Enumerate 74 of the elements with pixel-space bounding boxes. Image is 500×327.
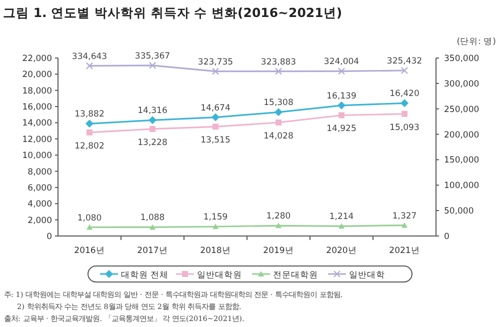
- y2-tick-label: 150,000: [444, 156, 480, 166]
- data-label: 335,367: [134, 51, 170, 62]
- point: [338, 223, 344, 229]
- y-tick-label: 22,000: [22, 54, 52, 64]
- point: [400, 99, 408, 108]
- x-tick-label: 2017년: [137, 246, 168, 256]
- data-label: 12,802: [74, 141, 104, 152]
- y2-tick-label: 300,000: [444, 79, 480, 90]
- x-tick-label: 2019년: [263, 246, 294, 256]
- data-label: 15,093: [390, 122, 420, 133]
- point: [402, 222, 408, 228]
- point: [86, 129, 92, 136]
- data-label: 325,432: [386, 56, 422, 66]
- y-tick-label: 10,000: [22, 151, 52, 162]
- legend-label: 전문대학원: [273, 270, 318, 280]
- point: [86, 224, 92, 230]
- legend-label: 일반대학: [349, 270, 385, 280]
- x-tick-label: 2021년: [389, 246, 420, 256]
- y2-tick-label: 0: [444, 232, 450, 242]
- data-label: 1,280: [266, 212, 291, 222]
- point: [212, 224, 218, 230]
- x-tick-label: 2020년: [326, 246, 357, 256]
- data-label: 1,327: [392, 211, 417, 222]
- point: [212, 113, 220, 122]
- point: [402, 110, 408, 117]
- y-tick-label: 18,000: [22, 86, 52, 96]
- y2-tick-label: 200,000: [444, 130, 480, 140]
- y2-tick-label: 250,000: [444, 104, 480, 115]
- x-tick-label: 2016년: [74, 246, 105, 256]
- y-tick-label: 12,000: [22, 134, 52, 145]
- data-label: 13,228: [138, 138, 168, 148]
- point: [150, 224, 156, 230]
- data-label: 14,028: [264, 132, 294, 142]
- y2-tick-label: 50,000: [444, 206, 474, 217]
- y-tick-label: 4,000: [28, 200, 52, 210]
- data-label: 13,515: [200, 136, 230, 146]
- legend-label: 대학원 전체: [121, 270, 169, 280]
- data-label: 14,674: [200, 103, 230, 114]
- point: [150, 126, 156, 132]
- point: [276, 222, 282, 228]
- data-label: 334,643: [72, 52, 108, 62]
- y-tick-label: 14,000: [22, 118, 52, 129]
- y-tick-label: 6,000: [28, 183, 52, 194]
- y-tick-label: 16,000: [22, 102, 52, 113]
- y2-tick-label: 100,000: [444, 181, 480, 192]
- point: [86, 120, 94, 128]
- y-tick-label: 20,000: [22, 70, 52, 80]
- data-label: 15,308: [264, 98, 294, 108]
- data-label: 14,925: [326, 124, 356, 134]
- x-tick-label: 2018년: [200, 246, 231, 256]
- chart-title: 그림 1. 연도별 박사학위 취득자 수 변화(2016~2021년): [3, 5, 342, 20]
- y-tick-label: 0: [46, 232, 52, 242]
- point: [148, 116, 156, 124]
- point: [276, 120, 282, 126]
- y2-tick-label: 350,000: [444, 54, 480, 64]
- point: [338, 112, 344, 118]
- data-label: 1,214: [329, 212, 354, 222]
- data-label: 16,420: [390, 89, 420, 100]
- data-label: 323,735: [198, 57, 234, 68]
- data-label: 324,004: [324, 57, 360, 68]
- data-label: 16,139: [326, 91, 356, 102]
- data-label: 323,883: [260, 57, 296, 68]
- y-tick-label: 2,000: [28, 216, 52, 226]
- data-label: 13,882: [74, 110, 104, 120]
- point: [212, 124, 218, 130]
- data-label: 14,316: [138, 106, 168, 116]
- point: [274, 108, 282, 116]
- y-tick-label: 8,000: [28, 167, 52, 178]
- data-label: 1,159: [203, 212, 228, 223]
- data-label: 1,080: [77, 213, 102, 224]
- point: [338, 101, 346, 110]
- text: (단위: 명): [456, 37, 496, 47]
- data-label: 1,088: [140, 213, 165, 224]
- legend-label: 일반대학원: [197, 270, 242, 280]
